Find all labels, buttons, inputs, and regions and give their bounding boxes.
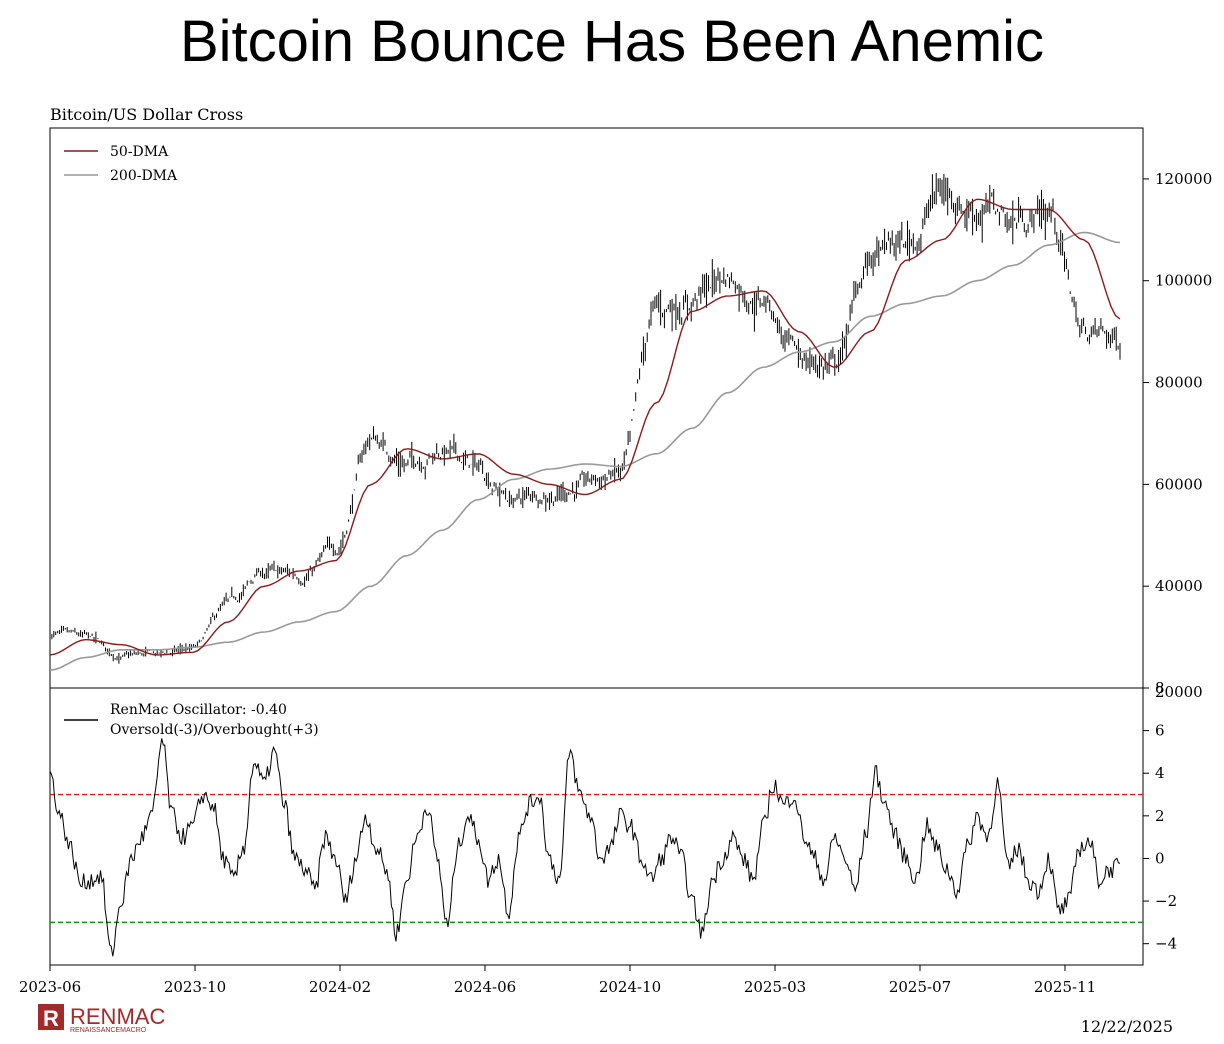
xtick-label: 2025-03 bbox=[744, 978, 806, 996]
legend-label-oscillator: RenMac Oscillator: -0.40 bbox=[110, 702, 287, 718]
price-ytick-label: 100000 bbox=[1155, 272, 1212, 290]
osc-ytick-label: 6 bbox=[1155, 722, 1165, 740]
oscillator-line bbox=[49, 738, 1121, 957]
price-ytick-label: 80000 bbox=[1155, 374, 1203, 392]
legend-label-thresholds: Oversold(-3)/Overbought(+3) bbox=[110, 722, 319, 738]
xtick-label: 2025-11 bbox=[1034, 978, 1096, 996]
xtick-label: 2025-07 bbox=[889, 978, 951, 996]
xtick-label: 2024-06 bbox=[454, 978, 516, 996]
x-axis-ticks: 2023-06 2023-10 2024-02 2024-06 2024-10 2025-… bbox=[19, 965, 1096, 996]
y-axis-ticks: 40000 60000 80000 100000 120000 20000 −4 −2 0 2 4 6… bbox=[1143, 170, 1212, 953]
dma50-line bbox=[49, 198, 1121, 656]
price-ytick-label: 20000 bbox=[1155, 683, 1203, 701]
osc-ytick-label: −2 bbox=[1155, 892, 1177, 910]
legend-label-200dma: 200-DMA bbox=[110, 168, 178, 184]
osc-ytick-label: 2 bbox=[1155, 807, 1165, 825]
osc-legend: RenMac Oscillator: -0.40 Oversold(-3)/Ov… bbox=[64, 702, 319, 738]
price-ytick-label: 60000 bbox=[1155, 475, 1203, 493]
price-ytick-label: 40000 bbox=[1155, 577, 1203, 595]
osc-ytick-label: 8 bbox=[1155, 679, 1165, 697]
xtick-label: 2024-02 bbox=[309, 978, 371, 996]
price-panel-frame bbox=[49, 127, 1144, 689]
renmac-logo: R RENMAC RENAISSANCEMACRO bbox=[38, 1004, 165, 1034]
dma200-line bbox=[49, 231, 1121, 671]
price-ytick-label: 120000 bbox=[1155, 170, 1212, 188]
xtick-label: 2023-06 bbox=[19, 978, 81, 996]
osc-ytick-label: 0 bbox=[1155, 849, 1165, 867]
legend-label-50dma: 50-DMA bbox=[110, 144, 169, 160]
price-panel-subtitle: Bitcoin/US Dollar Cross bbox=[50, 105, 243, 124]
logo-name: RENMAC bbox=[70, 1004, 165, 1029]
page-title: Bitcoin Bounce Has Been Anemic bbox=[179, 9, 1045, 74]
xtick-label: 2023-10 bbox=[164, 978, 226, 996]
logo-monogram: R bbox=[43, 1006, 59, 1031]
logo-tagline: RENAISSANCEMACRO bbox=[70, 1027, 147, 1034]
osc-ytick-label: −4 bbox=[1155, 935, 1177, 953]
price-plot bbox=[49, 172, 1121, 671]
xtick-label: 2024-10 bbox=[599, 978, 661, 996]
price-legend: 50-DMA 200-DMA bbox=[64, 144, 178, 184]
oscillator-plot bbox=[49, 738, 1143, 957]
osc-ytick-label: 4 bbox=[1155, 764, 1165, 782]
logo-monogram-box bbox=[38, 1004, 64, 1030]
chart-date: 12/22/2025 bbox=[1081, 1017, 1173, 1036]
osc-panel-frame bbox=[49, 687, 1144, 966]
